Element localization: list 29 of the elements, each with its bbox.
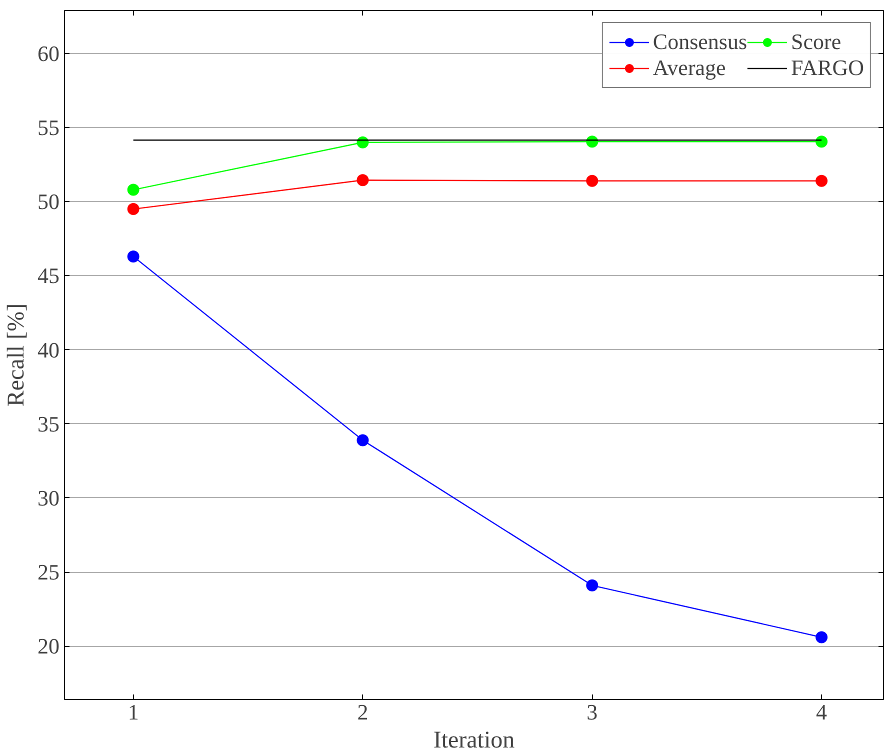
legend-label: Consensus xyxy=(652,29,748,55)
y-tick-label: 45 xyxy=(38,263,60,288)
x-axis-title: Iteration xyxy=(433,728,515,754)
legend-label: FARGO xyxy=(791,55,864,81)
y-tick-label: 25 xyxy=(38,560,60,585)
y-tick-label: 50 xyxy=(38,189,60,214)
legend-label: Average xyxy=(652,55,726,81)
point xyxy=(816,174,828,187)
y-tick-label: 55 xyxy=(38,115,60,140)
y-tick-label: 35 xyxy=(38,411,60,436)
point xyxy=(816,136,828,148)
y-tick-label: 40 xyxy=(38,337,60,362)
legend-label: Score xyxy=(791,29,842,55)
point xyxy=(127,184,140,196)
x-tick-label: 2 xyxy=(357,700,368,724)
point xyxy=(127,203,140,216)
point xyxy=(356,434,369,446)
point xyxy=(816,631,828,644)
y-axis-title: Recall [%] xyxy=(4,303,30,407)
point xyxy=(127,250,140,262)
x-tick-label: 4 xyxy=(816,700,828,724)
x-tick-label: 3 xyxy=(586,700,598,724)
y-tick-label: 60 xyxy=(38,40,60,66)
x-tick-label: 1 xyxy=(128,700,139,724)
point xyxy=(586,174,598,187)
y-tick-label: 20 xyxy=(38,634,60,659)
point xyxy=(586,579,598,592)
y-tick-label: 30 xyxy=(38,485,60,510)
point xyxy=(356,174,369,186)
